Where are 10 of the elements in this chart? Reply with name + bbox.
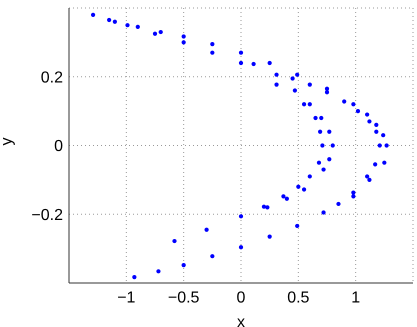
y-tick-label: 0	[54, 138, 64, 156]
x-tick-label: 0.5	[287, 289, 310, 306]
y-axis-title: y	[0, 138, 16, 146]
x-tick-label: −1	[117, 289, 136, 306]
x-tick-label: 1	[351, 289, 360, 306]
x-tick-label: −0.5	[168, 289, 200, 306]
x-tick-label: 0	[236, 289, 246, 306]
x-axis-title: x	[237, 314, 245, 327]
y-tick-label: −0.2	[31, 206, 64, 224]
y-tick-label: 0.2	[40, 69, 64, 86]
